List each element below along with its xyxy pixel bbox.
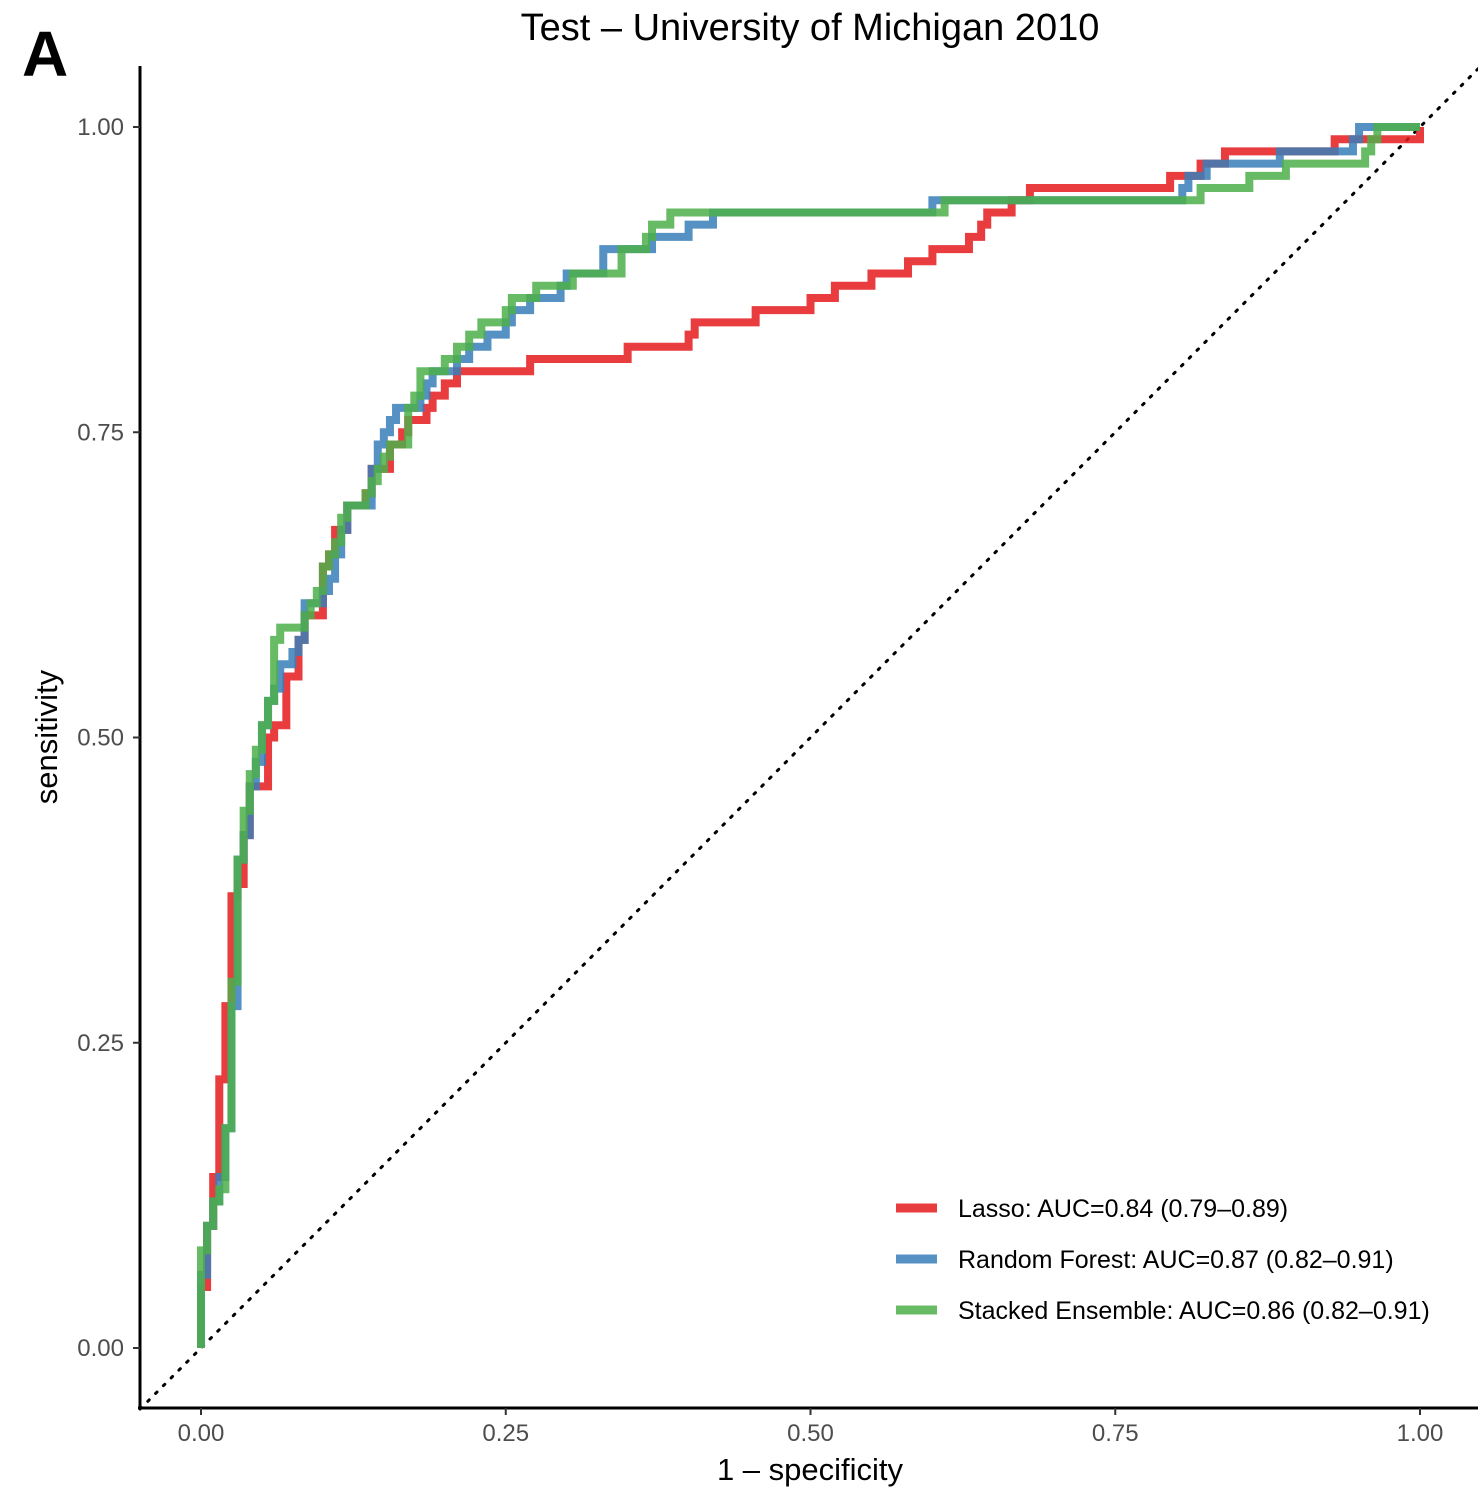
legend-label-stacked-ensemble: Stacked Ensemble: AUC=0.86 (0.82–0.91) [958, 1297, 1430, 1325]
reference-diagonal [138, 66, 1478, 1411]
y-tick-label: 0.25 [77, 1030, 124, 1057]
chart-title: Test – University of Michigan 2010 [521, 7, 1100, 49]
x-tick-label: 0.00 [178, 1420, 225, 1447]
x-tick-label: 0.25 [482, 1420, 529, 1447]
x-axis-label: 1 – specificity [717, 1452, 904, 1487]
x-tick-label: 1.00 [1397, 1420, 1444, 1447]
y-axis: 0.00 0.25 0.50 0.75 1.00 [77, 66, 142, 1408]
series-layer [197, 123, 1424, 1348]
legend-label-random-forest: Random Forest: AUC=0.87 (0.82–0.91) [958, 1246, 1394, 1274]
legend: Lasso: AUC=0.84 (0.79–0.89) Random Forest… [896, 1195, 1430, 1325]
y-tick-label: 0.00 [77, 1335, 124, 1362]
legend-label-lasso: Lasso: AUC=0.84 (0.79–0.89) [958, 1195, 1288, 1223]
plot-area [138, 66, 1478, 1411]
y-tick-label: 0.75 [77, 419, 124, 446]
y-tick-label: 0.50 [77, 725, 124, 752]
x-tick-label: 0.50 [787, 1420, 834, 1447]
roc-curve-stacked-ensemble [197, 123, 1420, 1348]
x-tick-label: 0.75 [1092, 1420, 1139, 1447]
x-axis: 0.00 0.25 0.50 0.75 1.00 [138, 1406, 1478, 1447]
y-tick-label: 1.00 [77, 114, 124, 141]
x-ticks: 0.00 0.25 0.50 0.75 1.00 [178, 1408, 1444, 1447]
y-ticks: 0.00 0.25 0.50 0.75 1.00 [77, 114, 140, 1362]
y-axis-label: sensitivity [29, 669, 64, 804]
panel-letter: A [22, 18, 68, 90]
